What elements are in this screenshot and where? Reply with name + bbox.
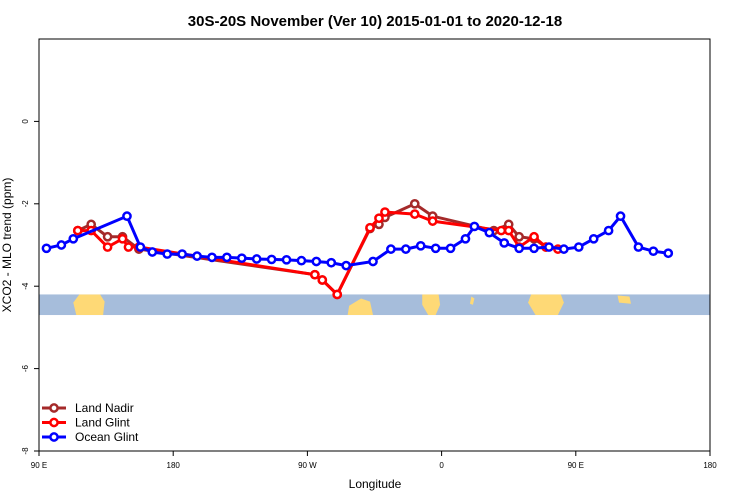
map-band-land xyxy=(422,294,441,316)
data-point xyxy=(135,242,146,252)
legend-swatch-marker xyxy=(49,432,59,442)
data-point xyxy=(648,246,659,257)
legend-item: Land Nadir xyxy=(42,401,134,415)
data-point xyxy=(102,242,113,252)
legend-label: Land Glint xyxy=(75,416,130,430)
data-point xyxy=(514,243,524,254)
data-point xyxy=(222,252,232,263)
data-point xyxy=(147,247,158,257)
data-point xyxy=(207,252,217,263)
data-point xyxy=(430,243,441,254)
series-ocean-glint xyxy=(41,211,674,271)
data-point xyxy=(102,231,113,242)
data-point xyxy=(281,254,292,265)
data-point xyxy=(326,257,337,268)
data-point xyxy=(310,269,320,280)
data-point xyxy=(460,233,471,244)
y-axis: 0 -2 -4 -6 -8 xyxy=(21,119,39,455)
data-point xyxy=(514,231,524,242)
data-point xyxy=(427,216,438,226)
data-point xyxy=(615,211,626,222)
data-point xyxy=(332,289,343,300)
data-point xyxy=(663,248,674,259)
data-point xyxy=(68,233,79,244)
data-point xyxy=(386,244,396,254)
legend-swatch-marker xyxy=(49,403,59,413)
data-point xyxy=(499,238,510,248)
data-point xyxy=(365,222,375,233)
legend-swatch-marker xyxy=(49,417,59,428)
data-point xyxy=(415,240,426,251)
data-point xyxy=(484,227,495,238)
map-band-ocean xyxy=(39,294,710,316)
legend-label: Land Nadir xyxy=(75,401,134,415)
data-point xyxy=(72,225,83,236)
data-point xyxy=(544,242,554,252)
data-point xyxy=(380,207,390,217)
legend-item: Ocean Glint xyxy=(42,430,139,444)
data-point xyxy=(251,254,262,264)
x-tick-label: 0 xyxy=(439,461,444,470)
chart-title: 30S-20S November (Ver 10) 2015-01-01 to … xyxy=(188,13,562,30)
data-point xyxy=(266,254,277,265)
map-band-land xyxy=(469,296,475,305)
data-point xyxy=(296,255,307,266)
data-point xyxy=(192,251,202,261)
data-point xyxy=(311,256,322,267)
map-band-land xyxy=(617,295,631,304)
data-point xyxy=(633,242,644,252)
data-point xyxy=(236,253,247,264)
y-tick-label: -6 xyxy=(21,364,30,372)
series-line xyxy=(46,213,669,268)
data-point xyxy=(56,240,67,250)
data-point xyxy=(409,198,420,209)
map-band-land xyxy=(73,294,105,316)
data-point xyxy=(368,256,378,267)
data-point xyxy=(603,225,614,236)
series-layer xyxy=(41,198,674,300)
x-tick-label: 90 E xyxy=(568,461,584,470)
data-point xyxy=(529,231,539,242)
plot-area-frame xyxy=(38,38,711,452)
data-point xyxy=(122,211,132,222)
data-point xyxy=(117,233,128,244)
x-axis: 90 E 180 90 W 0 90 E 180 xyxy=(31,451,717,470)
data-point xyxy=(177,249,187,259)
data-point xyxy=(559,244,569,254)
y-tick-label: 0 xyxy=(21,119,30,124)
map-band xyxy=(39,294,710,316)
map-band-land xyxy=(528,294,564,316)
y-tick-label: -2 xyxy=(21,200,30,208)
data-point xyxy=(469,221,480,232)
y-tick-label: -4 xyxy=(21,282,30,290)
data-point xyxy=(123,242,134,252)
data-point xyxy=(341,260,352,271)
data-point xyxy=(162,249,173,259)
data-point xyxy=(41,243,52,254)
data-point xyxy=(496,225,507,236)
y-axis-label: XCO2 - MLO trend (ppm) xyxy=(0,178,14,313)
data-point xyxy=(409,209,420,219)
data-point xyxy=(317,275,328,285)
legend-item: Land Glint xyxy=(42,416,130,430)
x-tick-label: 180 xyxy=(167,461,181,470)
x-tick-label: 90 W xyxy=(298,461,317,470)
data-point xyxy=(445,243,456,254)
data-point xyxy=(588,233,599,244)
data-point xyxy=(573,242,584,252)
legend-label: Ocean Glint xyxy=(75,430,139,444)
y-tick-label: -8 xyxy=(21,447,30,455)
data-point xyxy=(529,243,539,254)
data-point xyxy=(400,244,411,254)
x-axis-label: Longitude xyxy=(349,477,402,491)
data-point xyxy=(503,225,514,236)
x-tick-label: 180 xyxy=(703,461,717,470)
series-land-glint xyxy=(72,207,563,300)
x-tick-label: 90 E xyxy=(31,461,47,470)
map-band-land xyxy=(347,298,374,316)
data-point xyxy=(374,213,384,224)
